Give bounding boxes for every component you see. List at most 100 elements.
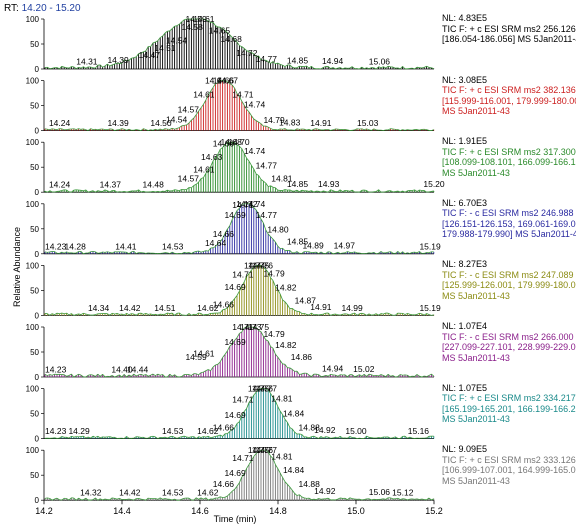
trace-envelope	[133, 436, 137, 439]
trace-envelope	[291, 308, 295, 311]
scan-filter-line: MS 5Jan2011-43	[442, 106, 510, 117]
trace-envelope	[311, 498, 314, 501]
trace-envelope	[116, 497, 120, 500]
trace-envelope	[330, 189, 334, 192]
trace-envelope	[308, 190, 312, 192]
trace-envelope	[251, 266, 255, 271]
trace-envelope	[347, 374, 351, 377]
trace-envelope	[212, 22, 216, 26]
trace-envelope	[399, 436, 403, 439]
trace-envelope	[97, 128, 101, 131]
normalization-level: NL: 8.27E3	[442, 259, 488, 270]
trace-envelope	[421, 313, 425, 316]
trace-envelope	[424, 252, 427, 254]
trace-envelope	[147, 436, 151, 439]
trace-envelope	[332, 190, 336, 192]
trace-envelope	[150, 313, 154, 316]
peak-rt-label: 14.24	[49, 118, 71, 128]
trace-envelope	[135, 313, 139, 316]
trace-envelope	[380, 313, 384, 315]
trace-envelope	[181, 19, 185, 23]
trace-envelope	[114, 190, 118, 193]
trace-envelope	[114, 498, 118, 500]
trace-envelope	[325, 251, 329, 254]
trace-envelope	[68, 66, 72, 69]
trace-envelope	[215, 243, 219, 247]
trace-envelope	[145, 129, 149, 131]
trace-envelope	[88, 374, 91, 376]
trace-envelope	[388, 65, 391, 68]
trace-envelope	[222, 308, 226, 311]
trace-envelope	[400, 129, 403, 131]
trace-envelope	[419, 498, 422, 500]
trace-envelope	[241, 203, 245, 206]
trace-envelope	[102, 128, 106, 130]
peak-rt-label: 14.85	[287, 236, 309, 246]
trace-envelope	[99, 373, 103, 377]
trace-envelope	[172, 251, 175, 254]
trace-envelope	[80, 374, 84, 378]
trace-envelope	[277, 406, 281, 412]
trace-envelope	[234, 39, 238, 43]
y-tick-label: 0	[35, 188, 40, 197]
peak-rt-label: 14.87	[295, 295, 317, 305]
x-tick-label: 14.2	[35, 506, 53, 516]
trace-envelope	[308, 251, 312, 253]
trace-envelope	[186, 122, 190, 126]
peak-rt-label: 14.71	[232, 90, 254, 100]
trace-envelope	[318, 436, 322, 439]
trace-envelope	[414, 66, 418, 70]
trace-envelope	[73, 375, 77, 378]
trace-envelope	[162, 252, 166, 254]
y-tick-label: 50	[30, 163, 39, 172]
trace-envelope	[316, 373, 319, 376]
normalization-level: NL: 6.70E3	[442, 197, 488, 208]
trace-envelope	[397, 251, 401, 254]
trace-envelope	[107, 128, 110, 131]
trace-envelope	[119, 374, 123, 378]
peak-rt-label: 14.80	[267, 224, 289, 234]
trace-envelope	[54, 312, 58, 316]
trace-envelope	[212, 246, 216, 249]
trace-envelope	[90, 435, 94, 439]
trace-envelope	[59, 251, 62, 254]
trace-envelope	[400, 190, 403, 193]
trace-envelope	[208, 498, 211, 501]
trace-envelope	[306, 436, 310, 439]
trace-envelope	[419, 189, 422, 191]
y-tick-label: 50	[30, 410, 39, 419]
trace-envelope	[383, 129, 386, 131]
trace-envelope	[311, 190, 314, 193]
trace-envelope	[78, 66, 82, 69]
trace-envelope	[167, 312, 170, 314]
scan-filter-line: MS 5Jan2011-43	[442, 290, 510, 301]
trace-envelope	[234, 485, 238, 490]
scan-filter-line: TIC F: + c ESI SRM ms2 317.300	[442, 146, 576, 157]
trace-envelope	[428, 373, 432, 376]
y-tick-label: 50	[30, 40, 39, 49]
trace-envelope	[327, 374, 331, 377]
trace-envelope	[383, 498, 386, 500]
trace-envelope	[207, 247, 211, 252]
trace-envelope	[164, 189, 168, 192]
peak-rt-label: 14.53	[162, 426, 184, 436]
trace-envelope	[219, 26, 223, 30]
trace-envelope	[217, 241, 221, 245]
y-tick-label: 0	[35, 311, 40, 320]
trace-envelope	[231, 37, 235, 40]
trace-envelope	[340, 497, 343, 499]
trace-envelope	[320, 436, 324, 439]
trace-envelope	[431, 498, 434, 501]
trace-envelope	[164, 498, 168, 500]
trace-envelope	[59, 66, 63, 70]
peak-rt-label: 14.75	[248, 445, 270, 455]
scan-filter-line: MS 5Jan2011-43	[442, 414, 510, 425]
trace-envelope	[210, 436, 214, 439]
trace-envelope	[267, 389, 271, 394]
peak-rt-label: 15.19	[419, 303, 441, 313]
trace-envelope	[263, 180, 267, 184]
trace-envelope	[224, 495, 228, 498]
trace-envelope	[318, 251, 322, 254]
trace-envelope	[198, 107, 202, 112]
trace-envelope	[277, 289, 281, 295]
